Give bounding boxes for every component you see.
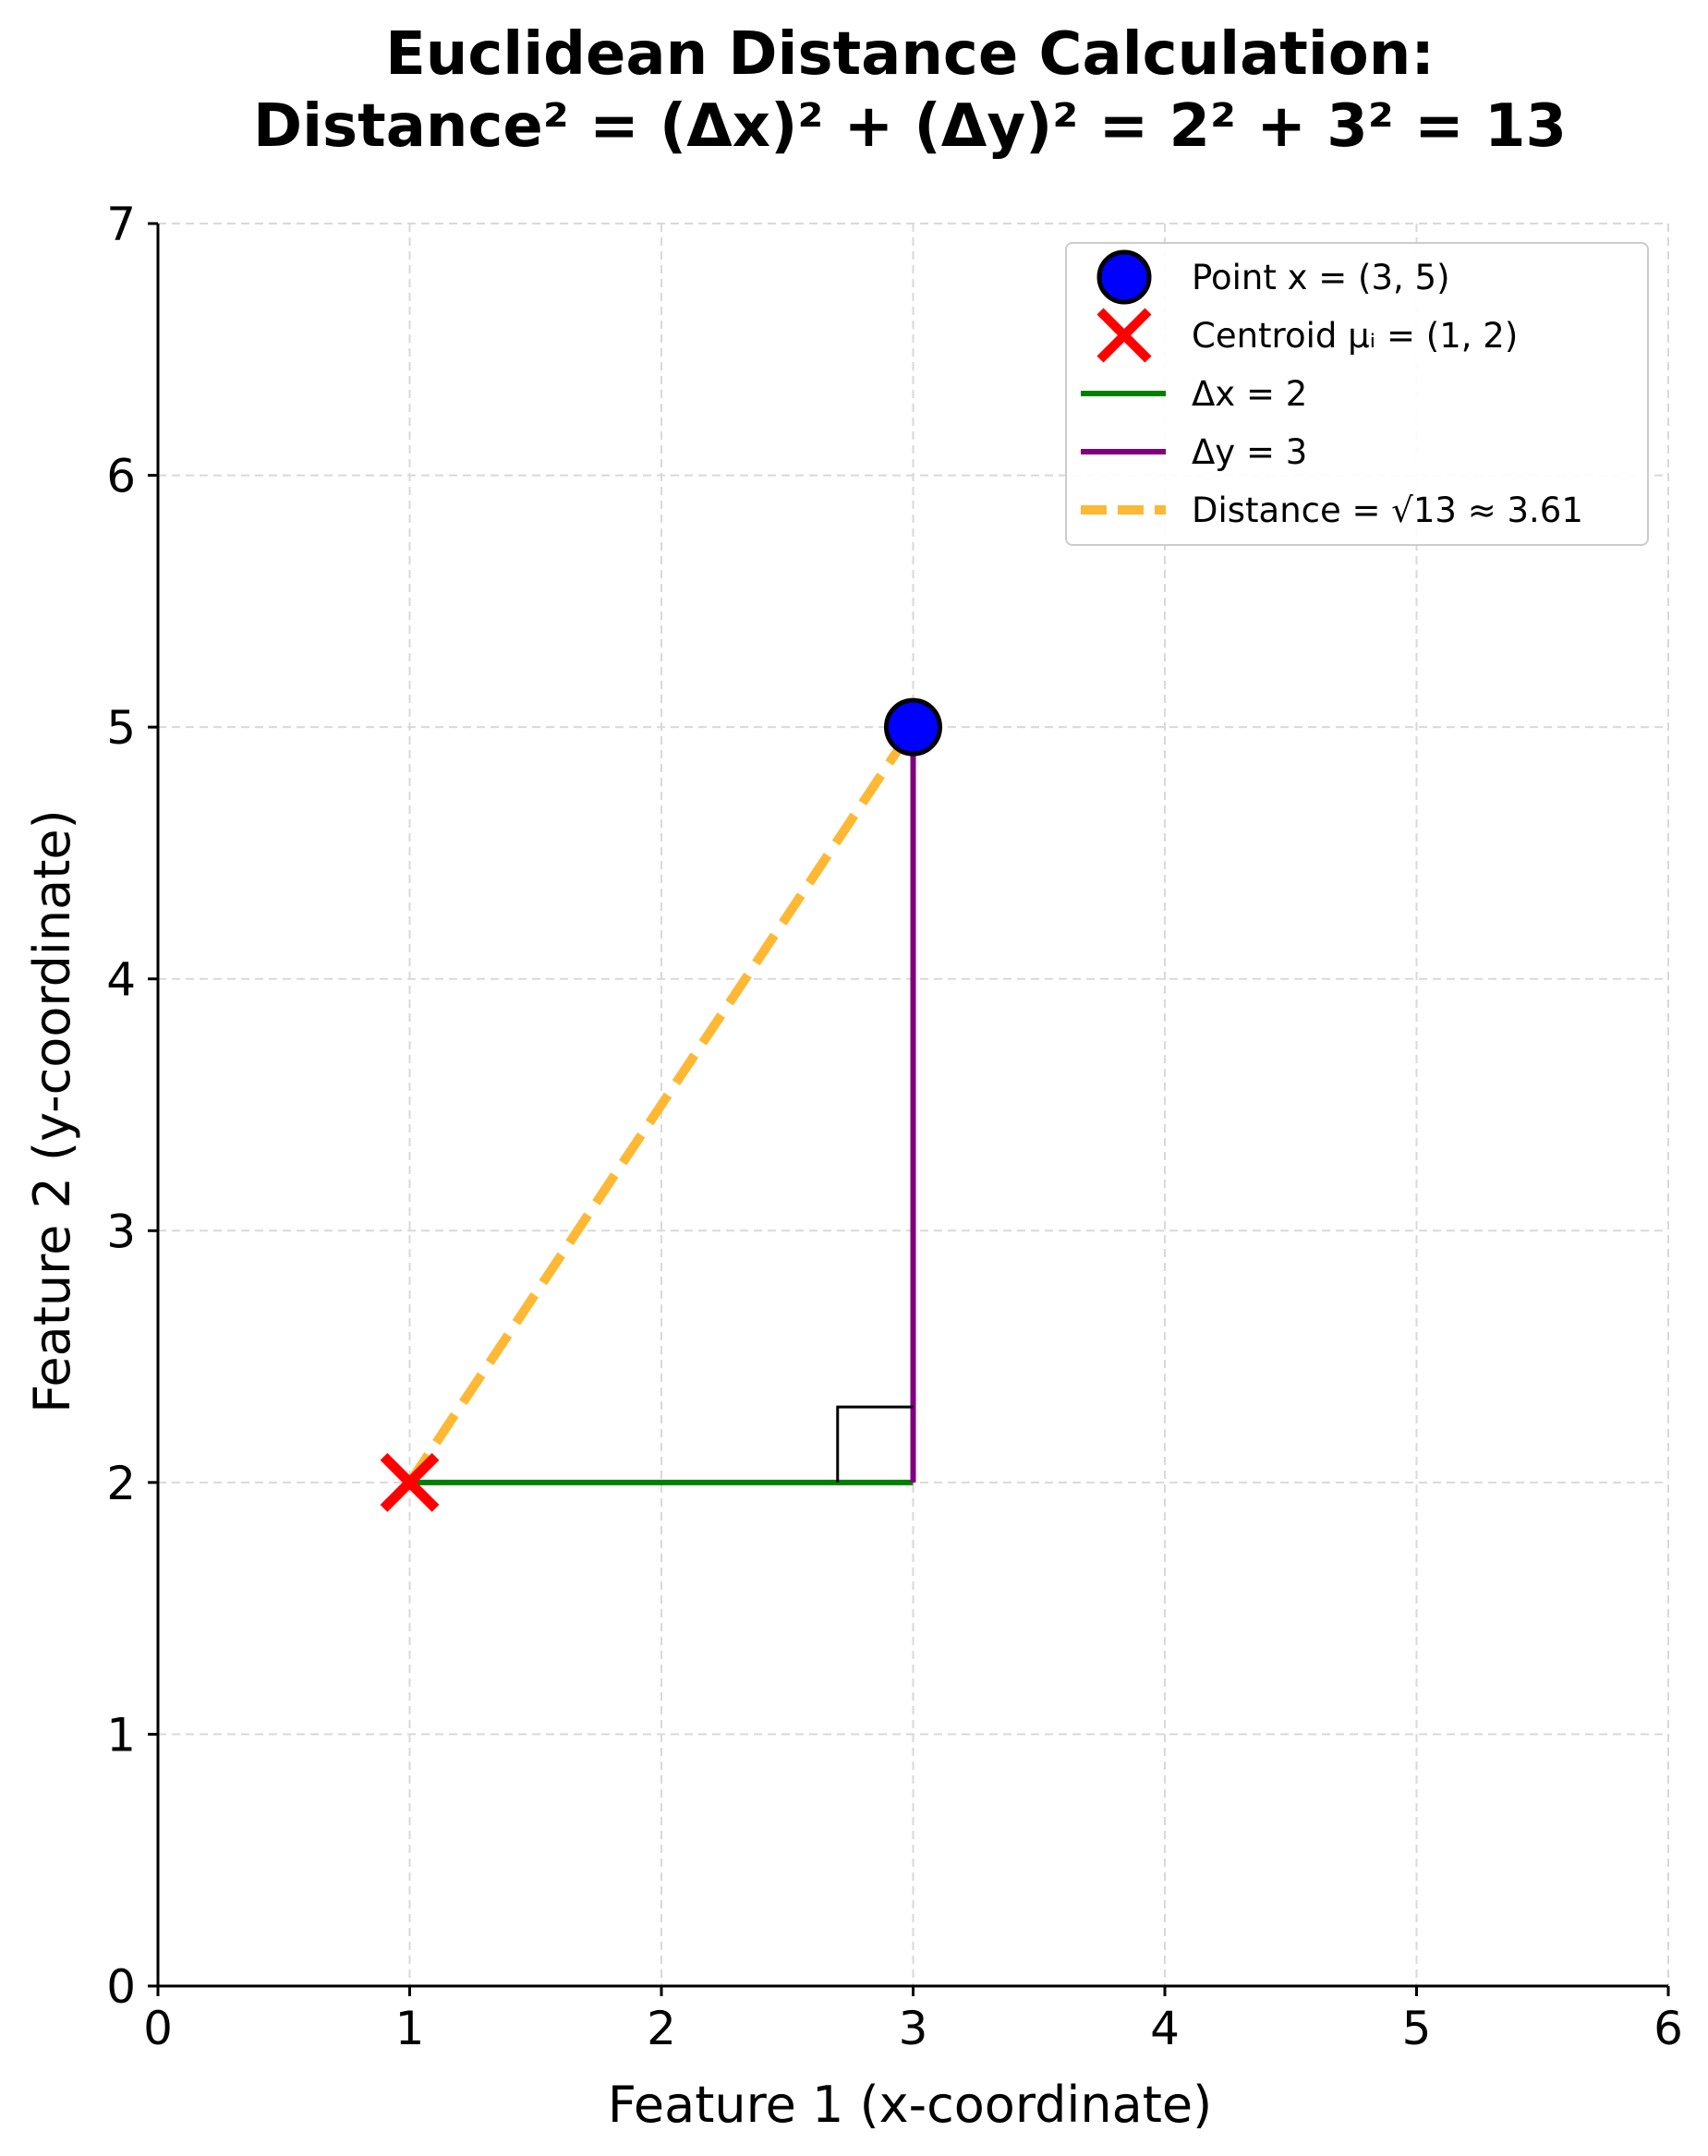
x-tick-label: 1 <box>395 2002 425 2055</box>
legend-frame <box>1065 242 1649 546</box>
y-tick-label: 7 <box>106 198 136 251</box>
legend-centroid-handle <box>1096 308 1152 363</box>
x-tick-label: 2 <box>647 2002 676 2055</box>
centroid-marker <box>380 1452 440 1512</box>
plot-marks-group <box>380 697 942 1512</box>
y-tick-label: 3 <box>106 1205 136 1258</box>
y-tick-label: 1 <box>106 1708 136 1762</box>
x-tick-label: 3 <box>899 2002 928 2055</box>
legend-entry-label: Point x = (3, 5) <box>1192 258 1450 297</box>
y-tick-label: 6 <box>106 450 136 503</box>
axes-group: 0 1 2 3 4 5 6 0 1 2 3 4 5 6 7 <box>106 198 1683 2055</box>
right-angle-marker <box>836 1405 914 1483</box>
y-tick-label: 4 <box>106 953 136 1007</box>
title-group: Euclidean Distance Calculation: Distance… <box>253 20 1567 161</box>
chart-title-line-1: Euclidean Distance Calculation: <box>385 20 1435 89</box>
x-tick-label: 0 <box>143 2002 173 2055</box>
x-tick-label: 5 <box>1402 2002 1432 2055</box>
legend: Point x = (3, 5) Centroid μᵢ = (1, 2) Δx =… <box>1065 242 1649 546</box>
legend-entry-label: Δy = 3 <box>1192 432 1307 472</box>
point-marker <box>884 697 942 757</box>
legend-entry-label: Δx = 2 <box>1192 374 1307 414</box>
legend-point-handle <box>1096 249 1152 305</box>
distance-segment <box>406 724 917 1485</box>
legend-entry-label: Centroid μᵢ = (1, 2) <box>1192 316 1518 356</box>
y-tick-label: 0 <box>106 1960 136 2014</box>
x-tick-label: 4 <box>1150 2002 1180 2055</box>
x-axis-label: Feature 1 (x-coordinate) <box>608 2076 1212 2134</box>
y-axis-label: Feature 2 (y-coordinate) <box>23 809 81 1412</box>
x-tick-label: 6 <box>1653 2002 1683 2055</box>
chart-title-line-2: Distance² = (Δx)² + (Δy)² = 2² + 3² = 13 <box>253 92 1567 161</box>
y-tick-label: 2 <box>106 1457 136 1510</box>
legend-entry-label: Distance = √13 ≈ 3.61 <box>1192 491 1583 530</box>
y-tick-label: 5 <box>106 701 136 755</box>
